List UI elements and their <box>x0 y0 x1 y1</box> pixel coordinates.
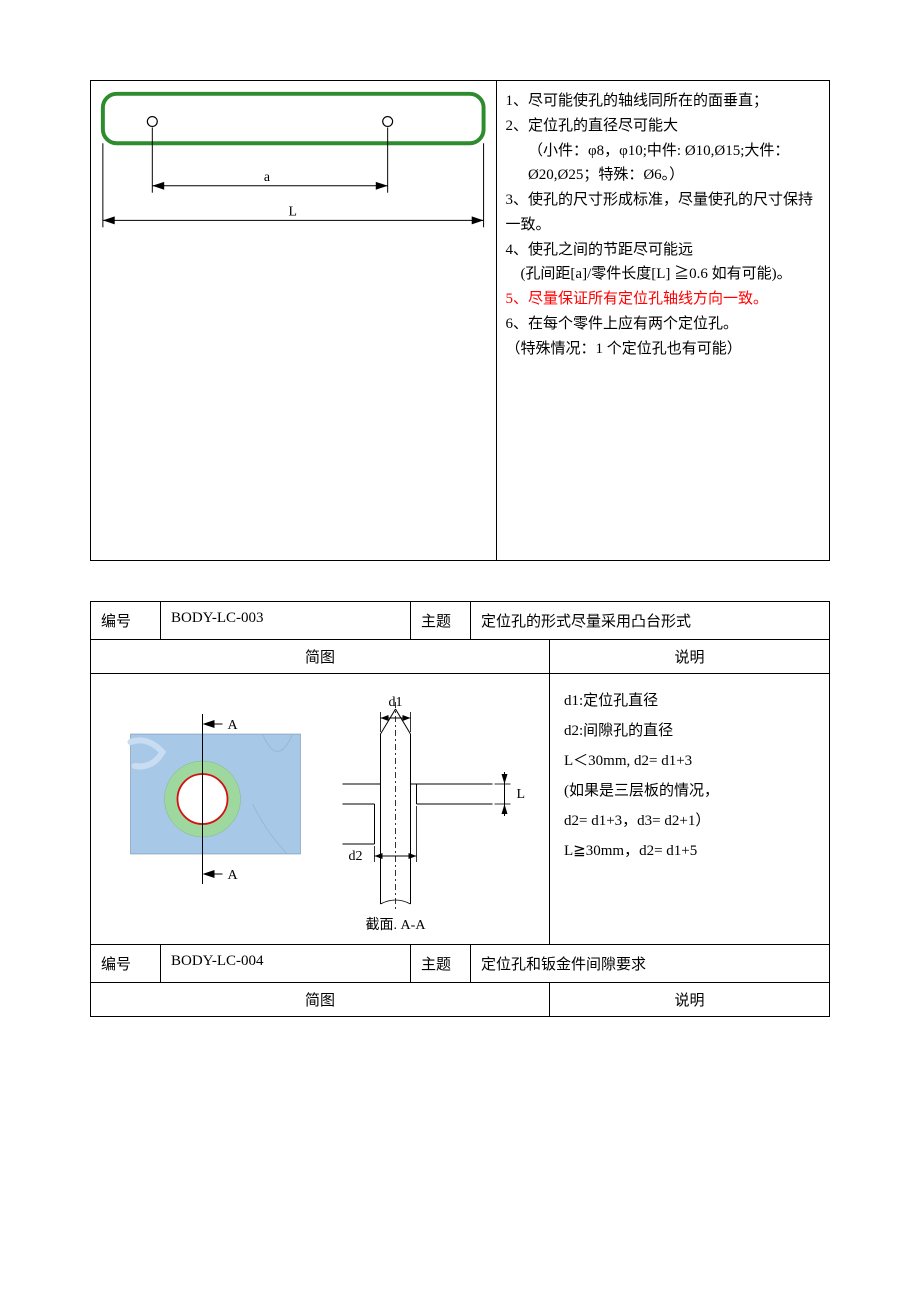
note-2: 2、定位孔的直径尽可能大 <box>505 114 821 139</box>
note-4b: (孔间距[a]/零件长度[L] ≧0.6 如有可能)。 <box>505 262 821 287</box>
t1-notes-cell: 1、尽可能使孔的轴线同所在的面垂直； 2、定位孔的直径尽可能大 （小件：φ8，φ… <box>497 81 830 561</box>
note-5: 5、尽量保证所有定位孔轴线方向一致。 <box>505 287 821 312</box>
t2-note-0: d1:定位孔直径 <box>564 686 815 716</box>
L-arr-t <box>502 774 508 784</box>
sectA-top-arrow <box>203 720 215 728</box>
d2-arr-l <box>375 853 383 859</box>
hole-left <box>147 117 157 127</box>
tip-r <box>396 709 411 734</box>
d1-arr-l <box>381 715 389 721</box>
t2-r5-col2: 说明 <box>550 983 830 1017</box>
t2-r4-label1: 编号 <box>91 945 161 983</box>
L-arr-b <box>502 804 508 814</box>
render-group: A A <box>131 714 301 884</box>
t2-r2-col2: 说明 <box>550 640 830 674</box>
t2-r1-label1: 编号 <box>91 602 161 640</box>
t1-diagram-svg: a L <box>91 81 496 251</box>
t2-r4-topic: 定位孔和钣金件间隙要求 <box>471 945 830 983</box>
t2-note-2: L＜30mm, d2= d1+3 <box>564 746 815 776</box>
t2-notes-cell: d1:定位孔直径 d2:间隙孔的直径 L＜30mm, d2= d1+3 (如果是… <box>550 674 830 945</box>
sectA-bot-label: A <box>228 868 239 883</box>
t2-note-1: d2:间隙孔的直径 <box>564 716 815 746</box>
hole-right <box>383 117 393 127</box>
t2-diagram-cell: A A <box>91 674 550 945</box>
sectA-top-label: A <box>228 718 239 733</box>
d1-arr-r <box>403 715 411 721</box>
section-aa-group: d1 d2 L 截面. A-A <box>343 695 526 933</box>
arrow-a-right <box>376 182 388 190</box>
note-4: 4、使孔之间的节距尽可能远 <box>505 238 821 263</box>
t2-r2-col1: 简图 <box>91 640 550 674</box>
spec-table-1: a L 1、尽可能使孔的轴线同所在的面垂直； 2、定位孔的直径尽可能大 （小件：… <box>90 80 830 561</box>
arrow-L-left <box>103 216 115 224</box>
t2-r4-label2: 主题 <box>411 945 471 983</box>
t2-note-3: (如果是三层板的情况， <box>564 776 815 806</box>
t2-note-5: L≧30mm，d2= d1+5 <box>564 836 815 866</box>
t2-r5-col1: 简图 <box>91 983 550 1017</box>
arrow-a-left <box>152 182 164 190</box>
sectA-bot-arrow <box>203 870 215 878</box>
L-label: L <box>517 787 526 802</box>
d2-arr-r <box>409 853 417 859</box>
dim-L-label: L <box>289 203 297 218</box>
spec-table-2: 编号 BODY-LC-003 主题 定位孔的形式尽量采用凸台形式 简图 说明 <box>90 601 830 1017</box>
t2-r1-topic: 定位孔的形式尽量采用凸台形式 <box>471 602 830 640</box>
note-2b: （小件：φ8，φ10;中件: Ø10,Ø15;大件：Ø20,Ø25；特殊：Ø6。… <box>505 139 821 189</box>
note-6: 6、在每个零件上应有两个定位孔。 <box>505 312 821 337</box>
note-3: 3、使孔的尺寸形成标准，尽量使孔的尺寸保持一致。 <box>505 188 821 238</box>
d1-label: d1 <box>389 695 403 710</box>
note-1: 1、尽可能使孔的轴线同所在的面垂直； <box>505 89 821 114</box>
t2-r1-code: BODY-LC-003 <box>161 602 411 640</box>
t2-diagram-svg: A A <box>91 674 549 944</box>
d2-label: d2 <box>349 849 363 864</box>
section-caption: 截面. A-A <box>366 917 427 933</box>
t2-r1-label2: 主题 <box>411 602 471 640</box>
dim-a-label: a <box>264 169 270 184</box>
t2-r4-code: BODY-LC-004 <box>161 945 411 983</box>
t1-diagram-cell: a L <box>91 81 497 561</box>
t2-note-4: d2= d1+3，d3= d2+1） <box>564 806 815 836</box>
tip-l <box>381 709 396 734</box>
note-6b: （特殊情况：1 个定位孔也有可能） <box>505 337 821 362</box>
arrow-L-right <box>472 216 484 224</box>
part-outline <box>103 94 484 143</box>
